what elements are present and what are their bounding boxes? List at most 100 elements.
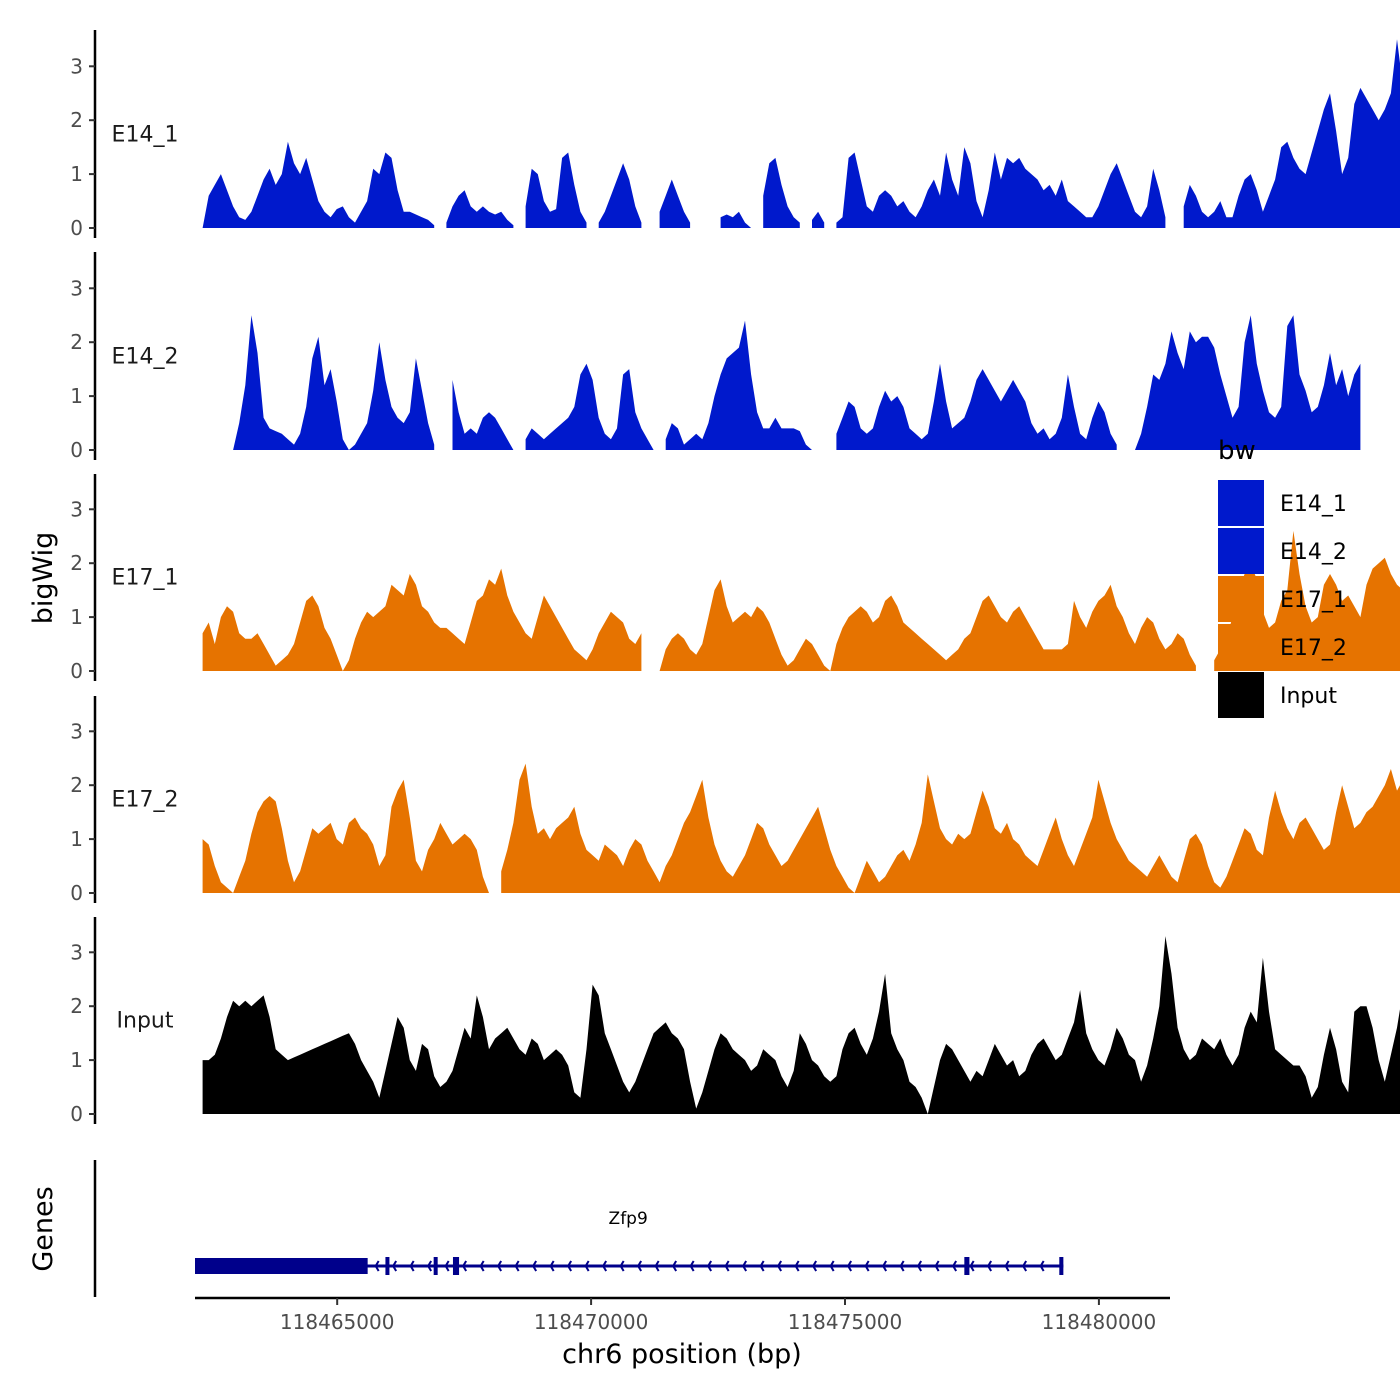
gene-Zfp9: Zfp9 <box>195 1209 1064 1275</box>
gene-exon <box>433 1257 438 1275</box>
strand-arrow <box>496 1260 503 1272</box>
y-tick-label: 1 <box>70 162 83 186</box>
y-tick-label: 1 <box>70 1048 83 1072</box>
strand-arrow <box>636 1260 643 1272</box>
strand-arrow <box>409 1260 415 1272</box>
track-label: Input <box>117 1009 174 1034</box>
x-tick-label: 118465000 <box>280 1310 395 1334</box>
legend-label: E14_2 <box>1280 540 1347 565</box>
gene-exon <box>964 1257 970 1275</box>
strand-arrow <box>444 1260 450 1272</box>
strand-arrow <box>846 1260 853 1272</box>
signal-area-E14_1 <box>812 211 825 228</box>
signal-area-E14_1 <box>598 163 642 228</box>
x-axis: 118465000 118470000 118475000 118480000 <box>195 1296 1170 1334</box>
y-tick-label: 0 <box>70 1102 83 1126</box>
legend-swatch <box>1218 672 1264 718</box>
x-tick-label: 118480000 <box>1042 1310 1157 1334</box>
strand-arrow <box>969 1260 975 1272</box>
legend: bw E14_1 E14_2 E17_1 E17_2 Input <box>1218 436 1347 718</box>
strand-arrow <box>619 1260 625 1272</box>
track-E14_2: 0 1 2 3 E14_2 <box>70 252 1361 462</box>
y-tick-label: 0 <box>70 216 83 240</box>
y-tick-label: 3 <box>70 54 83 78</box>
strand-arrow <box>689 1260 695 1272</box>
gene-exon <box>452 1257 460 1275</box>
signal-area-E17_2 <box>501 763 1400 893</box>
track-Input: 0 1 2 3 Input <box>70 917 1400 1126</box>
signal-area-E14_2 <box>1135 315 1361 450</box>
signal-area-E17_2 <box>202 779 489 893</box>
x-tick-label: 118475000 <box>788 1310 903 1334</box>
y-tick-label: 1 <box>70 605 83 629</box>
gene-exon <box>195 1258 368 1274</box>
strand-arrow <box>601 1260 608 1272</box>
y-tick-label: 2 <box>70 108 83 132</box>
signal-area-E14_1 <box>720 211 752 228</box>
signal-area-Input <box>202 936 1400 1114</box>
signal-area-E14_2 <box>452 379 514 450</box>
signal-area-E17_1 <box>659 579 1196 671</box>
strand-arrow <box>671 1260 678 1272</box>
strand-arrow <box>531 1260 538 1272</box>
y-tick-label: 2 <box>70 994 83 1018</box>
y-tick-label: 2 <box>70 551 83 575</box>
strand-arrow <box>899 1260 905 1272</box>
strand-arrow <box>724 1260 730 1272</box>
track-label: E14_2 <box>112 345 179 370</box>
strand-arrow <box>916 1260 923 1272</box>
gene-name-label: Zfp9 <box>609 1209 648 1229</box>
tracks-layer: 0 1 2 3 E14_1 0 1 2 3 E14_2 0 1 2 3 E17_1 0 1 2 3 E17_2 0 1 2 3… <box>70 30 1400 1126</box>
y-tick-label: 2 <box>70 773 83 797</box>
legend-label: Input <box>1280 684 1337 709</box>
gene-track-title: Genes <box>28 1186 59 1271</box>
signal-area-E14_1 <box>659 179 691 228</box>
x-tick-label: 118470000 <box>534 1310 649 1334</box>
track-label: E17_2 <box>112 788 179 813</box>
y-tick-label: 0 <box>70 881 83 905</box>
signal-area-E14_1 <box>836 147 1166 228</box>
strand-arrow <box>566 1260 573 1272</box>
strand-arrow <box>654 1260 660 1272</box>
y-tick-label: 2 <box>70 330 83 354</box>
strand-arrow <box>864 1260 870 1272</box>
y-tick-label: 1 <box>70 827 83 851</box>
y-tick-label: 3 <box>70 497 83 521</box>
signal-area-E14_1 <box>202 141 435 228</box>
signal-area-E17_1 <box>202 568 642 671</box>
signal-area-E14_2 <box>836 363 1117 450</box>
y-tick-label: 3 <box>70 276 83 300</box>
signal-area-E14_1 <box>763 157 800 228</box>
track-label: E17_1 <box>112 566 179 591</box>
strand-arrow <box>759 1260 765 1272</box>
strand-arrow <box>794 1260 800 1272</box>
signal-area-E14_1 <box>525 152 587 228</box>
legend-title: bw <box>1218 436 1256 466</box>
y-tick-label: 1 <box>70 384 83 408</box>
track-E17_1: 0 1 2 3 E17_1 <box>70 474 1400 683</box>
strand-arrow <box>1039 1260 1045 1272</box>
strand-arrow <box>881 1260 888 1272</box>
signal-area-E14_2 <box>665 320 812 450</box>
strand-arrow <box>391 1260 398 1272</box>
gene-exon <box>1059 1257 1064 1275</box>
strand-arrow <box>514 1260 520 1272</box>
signal-area-E14_2 <box>525 363 654 450</box>
y-tick-label: 0 <box>70 438 83 462</box>
strand-arrow <box>584 1260 590 1272</box>
strand-arrow <box>1004 1260 1010 1272</box>
legend-swatch <box>1218 624 1264 670</box>
track-label: E14_1 <box>112 123 179 148</box>
y-tick-label: 0 <box>70 659 83 683</box>
strand-arrow <box>986 1260 993 1272</box>
track-E14_1: 0 1 2 3 E14_1 <box>70 30 1400 240</box>
y-axis-title: bigWig <box>28 532 59 625</box>
strand-arrow <box>374 1260 380 1272</box>
strand-arrow <box>461 1260 468 1272</box>
legend-label: E17_2 <box>1280 636 1347 661</box>
x-axis-title: chr6 position (bp) <box>562 1339 802 1370</box>
gene-exon <box>385 1257 390 1275</box>
legend-swatch <box>1218 480 1264 526</box>
strand-arrow <box>811 1260 818 1272</box>
